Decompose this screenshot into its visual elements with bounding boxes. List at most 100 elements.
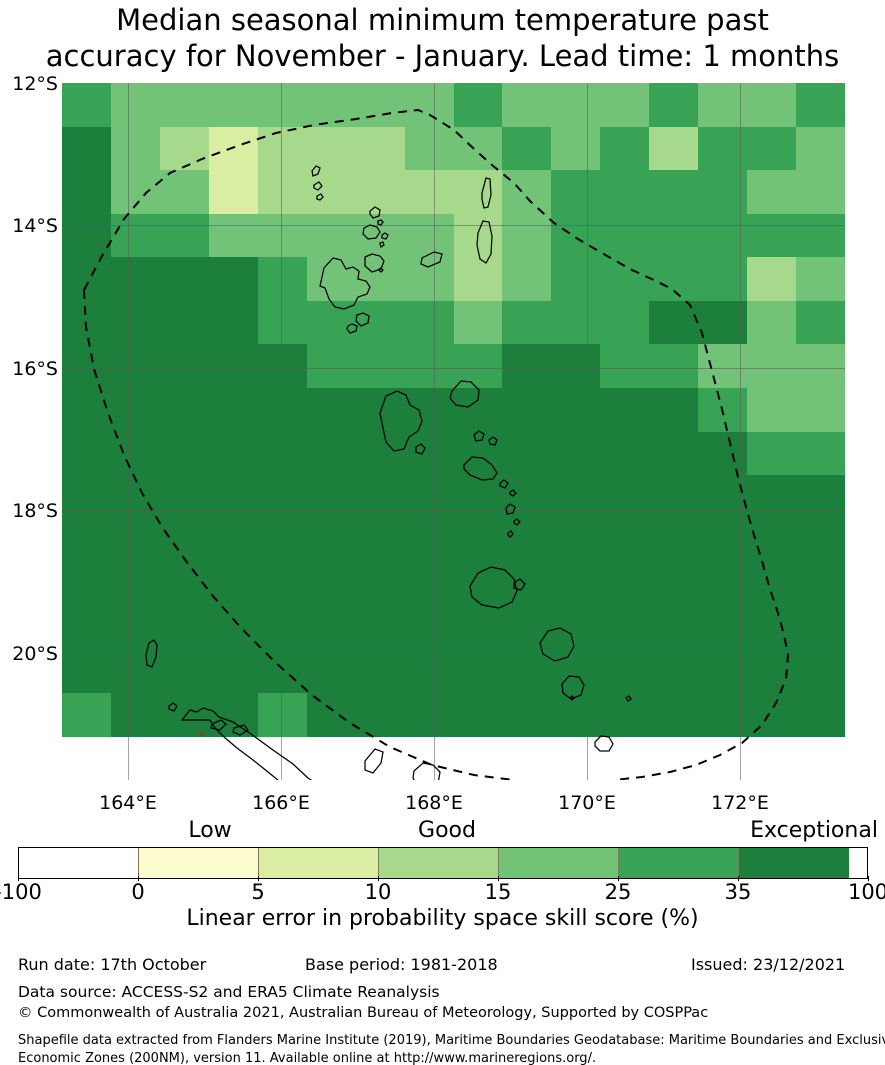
colorbar-tickmark: [18, 876, 19, 881]
heatmap-cell: [747, 387, 845, 433]
colorbar-tick-labels: -100 0 5 10 15 25 35 100: [0, 876, 885, 906]
heatmap-cell: [649, 213, 748, 258]
coastlines: [145, 165, 632, 780]
heatmap-cell: [649, 300, 748, 345]
heatmap-cell: [649, 126, 699, 171]
colorbar-tick: 15: [484, 880, 512, 904]
colorbar-tick: 0: [131, 880, 145, 904]
y-axis: 12°S 14°S 16°S 18°S 20°S: [0, 73, 58, 783]
heatmap-cell: [62, 475, 845, 607]
heatmap-cell: [649, 83, 699, 128]
x-tick-label: 172°E: [711, 792, 769, 814]
colorbar-tick: 25: [604, 880, 632, 904]
y-tick-label: 18°S: [12, 500, 58, 522]
heatmap-cell: [453, 257, 504, 302]
heatmap-cell: [453, 83, 504, 128]
heatmap-cell: [502, 257, 552, 302]
gridline-lat-16: [62, 368, 845, 369]
map-overlay: [83, 108, 790, 780]
heatmap-cell: [355, 300, 455, 345]
base-period: Base period: 1981-2018: [305, 955, 498, 974]
heatmap-cell: [796, 300, 845, 345]
heatmap-cell: [159, 126, 210, 171]
heatmap-cell: [747, 431, 845, 476]
heatmap-cell: [453, 300, 504, 345]
colorbar-tickmark: [618, 876, 619, 881]
heatmap-cell: [306, 126, 406, 171]
heatmap-cell: [649, 257, 748, 302]
heatmap-cell: [306, 257, 406, 302]
colorbar-tickmark: [258, 876, 259, 881]
heatmap-cell: [551, 257, 650, 302]
heatmap-cell: [159, 83, 259, 128]
heatmap-cell: [502, 213, 552, 258]
heatmap-cell: [600, 126, 650, 171]
heatmap-cell: [306, 344, 406, 389]
heatmap-cell: [355, 83, 455, 128]
heatmap-cell: [110, 83, 161, 128]
colorbar-tickmark: [868, 876, 869, 881]
heatmap-cell: [62, 126, 112, 215]
heatmap-cell: [551, 83, 650, 128]
gridline-lon-170: [587, 83, 588, 780]
x-axis: 164°E 166°E 168°E 170°E 172°E: [62, 786, 845, 814]
colorbar-segment: [739, 848, 849, 878]
heatmap-cell: [747, 344, 845, 389]
colorbar-category: Exceptional: [750, 818, 878, 843]
heatmap-cell: [355, 213, 455, 258]
heatmap-cell: [551, 126, 601, 171]
colorbar-segment: [259, 848, 379, 878]
heatmap-cell: [62, 692, 112, 738]
y-tick-label: 16°S: [12, 358, 58, 380]
heatmap-cell: [257, 170, 308, 215]
heatmap-cell: [62, 605, 845, 694]
colorbar-tick: 100: [847, 880, 885, 904]
heatmap-cell: [747, 257, 797, 302]
heatmap-cell: [62, 431, 748, 476]
y-tick-label: 20°S: [12, 643, 58, 665]
colorbar-tickmark: [138, 876, 139, 881]
heatmap-cell: [208, 126, 259, 171]
colorbar-tick: 10: [364, 880, 392, 904]
heatmap-cell: [306, 692, 845, 738]
heatmap-cell: [159, 170, 210, 215]
colorbar-tick: 5: [251, 880, 265, 904]
map-plot-area: [62, 83, 845, 780]
colorbar-tick: -100: [0, 880, 42, 904]
eez-boundary-right: [83, 108, 790, 780]
heatmap-cell: [208, 170, 259, 215]
colorbar: [18, 847, 868, 879]
x-tick-label: 170°E: [558, 792, 616, 814]
heatmap-cell: [796, 83, 845, 128]
heatmap-cell: [110, 170, 161, 215]
heatmap-cell: [355, 170, 455, 215]
heatmap-cell: [698, 83, 797, 128]
heatmap-cell: [551, 300, 650, 345]
run-date: Run date: 17th October: [18, 955, 207, 974]
colorbar-category: Low: [188, 818, 232, 843]
heatmap-cell: [306, 170, 357, 215]
gridline-lon-164: [128, 83, 129, 780]
heatmap-cell: [404, 344, 504, 389]
colorbar-segment: [619, 848, 739, 878]
gridline-lon-166: [281, 83, 282, 780]
heatmap-cell: [502, 126, 552, 171]
y-tick-label: 14°S: [12, 215, 58, 237]
heatmap-cell: [62, 257, 161, 302]
colorbar-tickmark: [498, 876, 499, 881]
title-line-2: accuracy for November - January. Lead ti…: [45, 39, 840, 73]
heatmap-cell: [257, 83, 357, 128]
title-line-1: Median seasonal minimum temperature past: [116, 3, 769, 37]
heatmap-cell: [62, 300, 259, 345]
colorbar-segment: [499, 848, 619, 878]
footer: Run date: 17th October Base period: 1981…: [0, 955, 885, 1065]
gridline-lat-14: [62, 225, 845, 226]
heatmap-grid: [62, 83, 845, 780]
heatmap-cell: [502, 344, 601, 389]
colorbar-tickmark: [378, 876, 379, 881]
heatmap-cell: [551, 213, 650, 258]
heatmap-cell: [404, 126, 455, 171]
x-tick-label: 168°E: [405, 792, 463, 814]
gridline-lat-18: [62, 510, 845, 511]
